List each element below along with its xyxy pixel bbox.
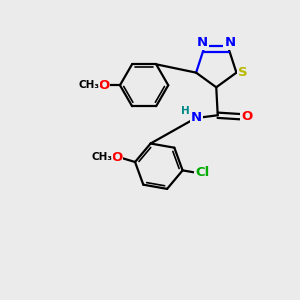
Text: N: N — [224, 36, 236, 49]
Text: Cl: Cl — [195, 166, 209, 179]
Text: CH₃: CH₃ — [78, 80, 99, 90]
Text: N: N — [197, 36, 208, 49]
Text: CH₃: CH₃ — [92, 152, 112, 162]
Text: H: H — [181, 106, 190, 116]
Text: N: N — [191, 111, 202, 124]
Text: O: O — [98, 79, 110, 92]
Text: O: O — [241, 110, 252, 123]
Text: S: S — [238, 66, 248, 79]
Text: O: O — [111, 151, 122, 164]
